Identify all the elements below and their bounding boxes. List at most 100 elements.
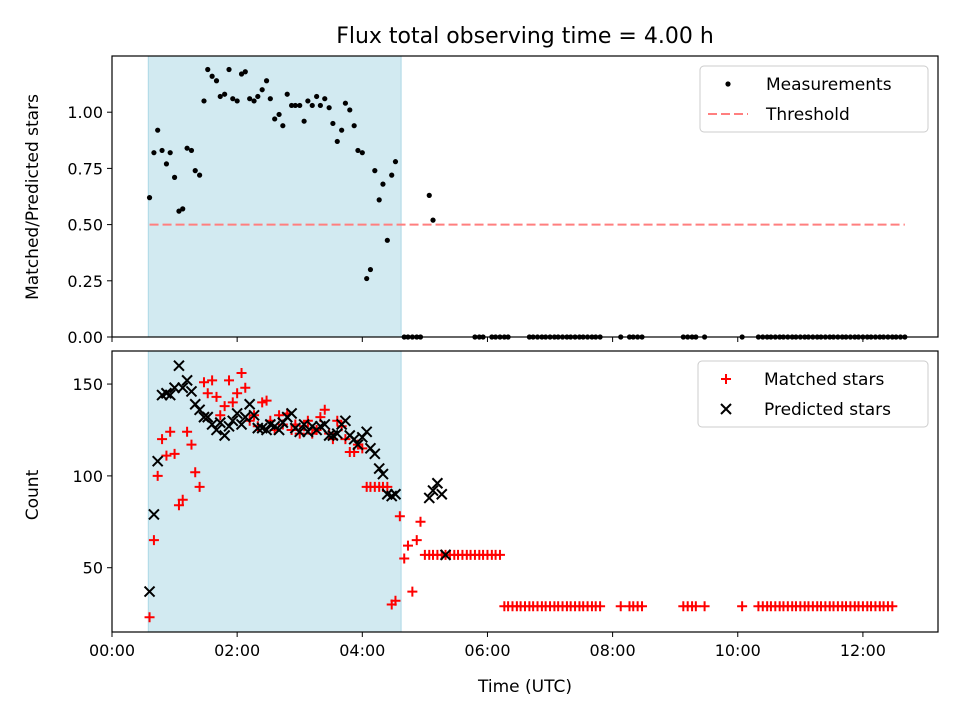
predicted-star-point xyxy=(202,411,214,423)
matched-star-point xyxy=(402,540,413,551)
legend-marker xyxy=(720,403,732,415)
matched-star-point xyxy=(415,516,426,527)
y-tick-label: 1.00 xyxy=(67,103,103,122)
measurement-point xyxy=(334,138,340,145)
matched-star-point xyxy=(394,511,405,522)
y-tick-label: 150 xyxy=(72,375,103,394)
y-tick-label: 50 xyxy=(83,559,103,578)
matched-star-point xyxy=(494,549,505,560)
measurement-point xyxy=(197,172,203,178)
measurement-point xyxy=(339,127,345,133)
predicted-star-point xyxy=(285,407,298,420)
measurement-point xyxy=(242,69,248,75)
x-tick-label: 10:00 xyxy=(715,641,761,660)
measurement-point xyxy=(355,147,361,154)
matched-star-point xyxy=(148,535,159,546)
matched-star-point xyxy=(319,404,330,415)
measurement-point xyxy=(359,150,365,156)
matched-star-point xyxy=(399,553,410,564)
matched-star-point xyxy=(211,391,222,402)
matched-star-point xyxy=(382,481,393,492)
measurement-point xyxy=(159,147,165,154)
matched-star-point xyxy=(699,601,710,612)
measurement-point xyxy=(280,123,286,129)
measurement-point xyxy=(267,96,273,102)
predicted-star-point xyxy=(173,359,185,372)
predicted-star-point xyxy=(389,488,402,500)
predicted-star-point xyxy=(239,411,251,423)
measurement-point xyxy=(314,93,320,100)
legend-label: Matched stars xyxy=(764,370,884,390)
measurement-point xyxy=(380,181,386,187)
matched-star-point xyxy=(615,601,626,612)
legend-marker xyxy=(721,374,731,384)
y-tick-label: 0.75 xyxy=(67,159,103,178)
measurement-point xyxy=(230,96,236,102)
measurement-point xyxy=(251,98,257,104)
y-tick-label: 0.50 xyxy=(67,216,103,235)
y-tick-label: 0.00 xyxy=(67,328,103,347)
y-tick-label: 100 xyxy=(72,467,103,486)
x-tick-label: 08:00 xyxy=(590,641,636,660)
matched-star-point xyxy=(261,395,272,406)
predicted-star-point xyxy=(339,415,352,427)
matched-star-point xyxy=(390,595,401,606)
matched-star-point xyxy=(224,375,235,386)
measurement-point xyxy=(322,96,328,102)
measurement-point xyxy=(430,217,436,223)
measurement-point xyxy=(247,96,253,102)
matched-star-point xyxy=(232,388,243,399)
chart-title: Flux total observing time = 4.00 h xyxy=(336,24,714,49)
predicted-star-point xyxy=(185,385,198,398)
matched-star-point xyxy=(190,467,201,478)
predicted-star-point xyxy=(151,455,164,467)
predicted-star-point xyxy=(427,484,439,497)
predicted-star-point xyxy=(210,424,223,436)
matched-star-point xyxy=(240,382,251,393)
measurement-point xyxy=(326,105,332,111)
predicted-star-point xyxy=(369,448,381,460)
measurement-point xyxy=(151,150,157,156)
measurement-point xyxy=(255,93,261,100)
measurement-point xyxy=(209,73,215,79)
matched-star-point xyxy=(286,424,297,435)
predicted-star-point xyxy=(243,398,256,410)
measurement-point xyxy=(226,66,232,73)
matched-star-point xyxy=(737,601,748,612)
matched-star-point xyxy=(690,601,701,612)
y-tick-label: 0.25 xyxy=(67,272,103,291)
measurement-point xyxy=(272,116,278,122)
measurement-point xyxy=(217,93,223,100)
measurement-point xyxy=(234,98,240,104)
predicted-star-point xyxy=(223,420,235,433)
x-tick-label: 04:00 xyxy=(339,641,385,660)
matched-star-point xyxy=(198,377,209,388)
measurement-point xyxy=(238,71,245,77)
matched-star-point xyxy=(144,612,155,623)
predicted-star-point xyxy=(260,424,273,436)
matched-star-point xyxy=(161,450,172,461)
matched-star-point xyxy=(324,428,335,439)
measurement-point xyxy=(347,107,353,113)
predicted-star-point xyxy=(227,415,239,427)
predicted-star-point xyxy=(252,422,264,434)
x-tick-label: 00:00 xyxy=(89,641,135,660)
measurement-point xyxy=(376,197,382,203)
predicted-star-point xyxy=(177,382,189,394)
measurement-point xyxy=(372,168,378,174)
measurement-point xyxy=(367,266,374,273)
ratio-panel: 0.00 0.25 0.50 0.75 1.00 Measurements Threshol… xyxy=(67,55,939,347)
legend-marker xyxy=(725,81,731,87)
measurement-point xyxy=(297,102,303,109)
matched-star-point xyxy=(257,397,268,408)
measurement-point xyxy=(384,237,390,243)
matched-star-point xyxy=(227,397,238,408)
legend-label: Predicted stars xyxy=(764,400,891,420)
predicted-star-point xyxy=(319,418,331,431)
predicted-star-point xyxy=(439,549,452,561)
predicted-star-point xyxy=(331,427,343,440)
predicted-star-point xyxy=(168,382,181,394)
measurement-point xyxy=(176,208,182,214)
matched-star-point xyxy=(152,470,163,481)
measurement-point xyxy=(351,123,357,129)
